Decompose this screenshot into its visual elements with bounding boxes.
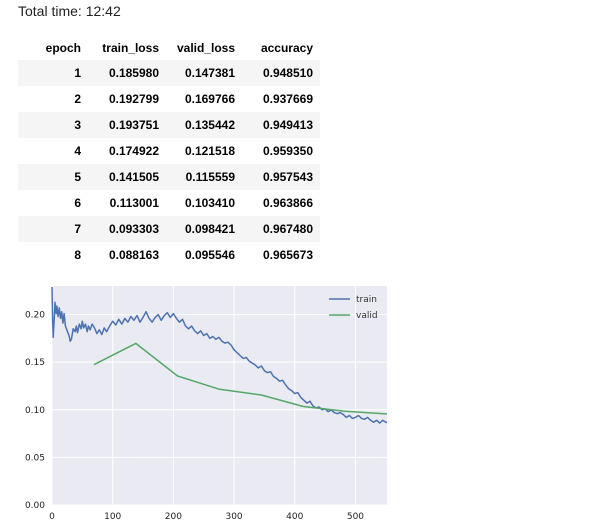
epoch-cell: 7 [18, 216, 88, 242]
total-time-label: Total time: 12:42 [18, 3, 121, 19]
series-lines [51, 286, 388, 424]
valid-loss-cell: 0.169766 [166, 86, 242, 112]
table-row: 5 0.141505 0.115559 0.957543 [18, 164, 320, 190]
y-tick-label: 0.20 [25, 311, 45, 321]
epoch-cell: 6 [18, 190, 88, 216]
x-tick-label: 200 [165, 512, 182, 522]
column-header-train-loss: train_loss [102, 41, 159, 55]
valid-loss-cell: 0.098421 [166, 216, 242, 242]
legend-train-label: train [356, 295, 377, 305]
table-row: 7 0.093303 0.098421 0.967480 [18, 216, 320, 242]
y-tick-label: 0.00 [25, 501, 45, 511]
epoch-cell: 8 [18, 242, 88, 268]
train-loss-cell: 0.113001 [88, 190, 166, 216]
train-loss-cell: 0.185980 [88, 60, 166, 86]
table-row: 1 0.185980 0.147381 0.948510 [18, 60, 320, 86]
column-header-valid-loss: valid_loss [176, 41, 235, 55]
table-row: 8 0.088163 0.095546 0.965673 [18, 242, 320, 268]
epoch-cell: 1 [18, 60, 88, 86]
valid-loss-cell: 0.115559 [166, 164, 242, 190]
accuracy-cell: 0.949413 [242, 112, 320, 138]
table-row: 3 0.193751 0.135442 0.949413 [18, 112, 320, 138]
chart-legend: train valid [329, 295, 378, 321]
column-header-accuracy: accuracy [260, 41, 313, 55]
results-table: epoch train_loss valid_loss accuracy 1 0… [18, 36, 320, 268]
valid-loss-cell: 0.135442 [166, 112, 242, 138]
table-row: 2 0.192799 0.169766 0.937669 [18, 86, 320, 112]
train-loss-cell: 0.141505 [88, 164, 166, 190]
column-header-epoch: epoch [45, 41, 81, 55]
loss-chart: 0.00 0.05 0.10 0.15 0.20 0 100 200 300 400 500 tr… [25, 286, 388, 522]
train-loss-cell: 0.192799 [88, 86, 166, 112]
epoch-cell: 2 [18, 86, 88, 112]
x-axis-ticks: 0 100 200 300 400 500 [49, 512, 364, 522]
accuracy-cell: 0.967480 [242, 216, 320, 242]
valid-loss-cell: 0.147381 [166, 60, 242, 86]
series-line-train [51, 286, 387, 424]
x-tick-label: 300 [225, 512, 242, 522]
accuracy-cell: 0.965673 [242, 242, 320, 268]
x-tick-label: 0 [49, 512, 55, 522]
x-tick-label: 100 [104, 512, 121, 522]
table-header-row: epoch train_loss valid_loss accuracy [18, 36, 320, 60]
table-row: 4 0.174922 0.121518 0.959350 [18, 138, 320, 164]
y-tick-label: 0.10 [25, 406, 45, 416]
y-axis-ticks: 0.00 0.05 0.10 0.15 0.20 [25, 311, 45, 511]
epoch-cell: 5 [18, 164, 88, 190]
train-loss-cell: 0.193751 [88, 112, 166, 138]
epoch-cell: 3 [18, 112, 88, 138]
y-tick-label: 0.05 [25, 453, 45, 463]
epoch-cell: 4 [18, 138, 88, 164]
accuracy-cell: 0.963866 [242, 190, 320, 216]
x-tick-label: 500 [347, 512, 364, 522]
valid-loss-cell: 0.103410 [166, 190, 242, 216]
train-loss-cell: 0.088163 [88, 242, 166, 268]
legend-valid-label: valid [356, 311, 378, 321]
train-loss-cell: 0.093303 [88, 216, 166, 242]
accuracy-cell: 0.957543 [242, 164, 320, 190]
x-tick-label: 400 [286, 512, 303, 522]
accuracy-cell: 0.937669 [242, 86, 320, 112]
table-row: 6 0.113001 0.103410 0.963866 [18, 190, 320, 216]
accuracy-cell: 0.948510 [242, 60, 320, 86]
accuracy-cell: 0.959350 [242, 138, 320, 164]
train-loss-cell: 0.174922 [88, 138, 166, 164]
series-line-valid [93, 342, 388, 415]
valid-loss-cell: 0.121518 [166, 138, 242, 164]
plot-background [52, 286, 387, 505]
valid-loss-cell: 0.095546 [166, 242, 242, 268]
y-tick-label: 0.15 [25, 358, 45, 368]
